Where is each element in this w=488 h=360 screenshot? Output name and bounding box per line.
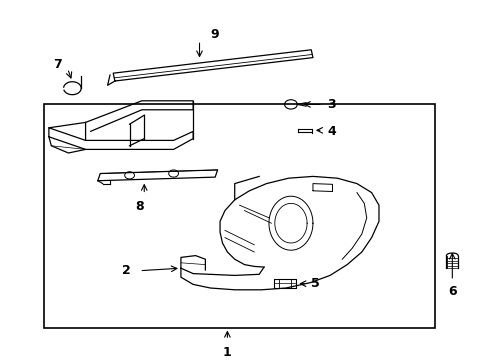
Text: 5: 5 [310,277,319,290]
Text: 4: 4 [327,125,336,138]
Text: 3: 3 [327,98,336,111]
Text: 9: 9 [210,28,219,41]
Bar [44,104,434,328]
Text: 1: 1 [223,346,231,359]
Text: 8: 8 [135,200,143,213]
Text: 7: 7 [53,58,62,71]
Text: 6: 6 [447,285,456,298]
Text: 2: 2 [122,264,131,277]
